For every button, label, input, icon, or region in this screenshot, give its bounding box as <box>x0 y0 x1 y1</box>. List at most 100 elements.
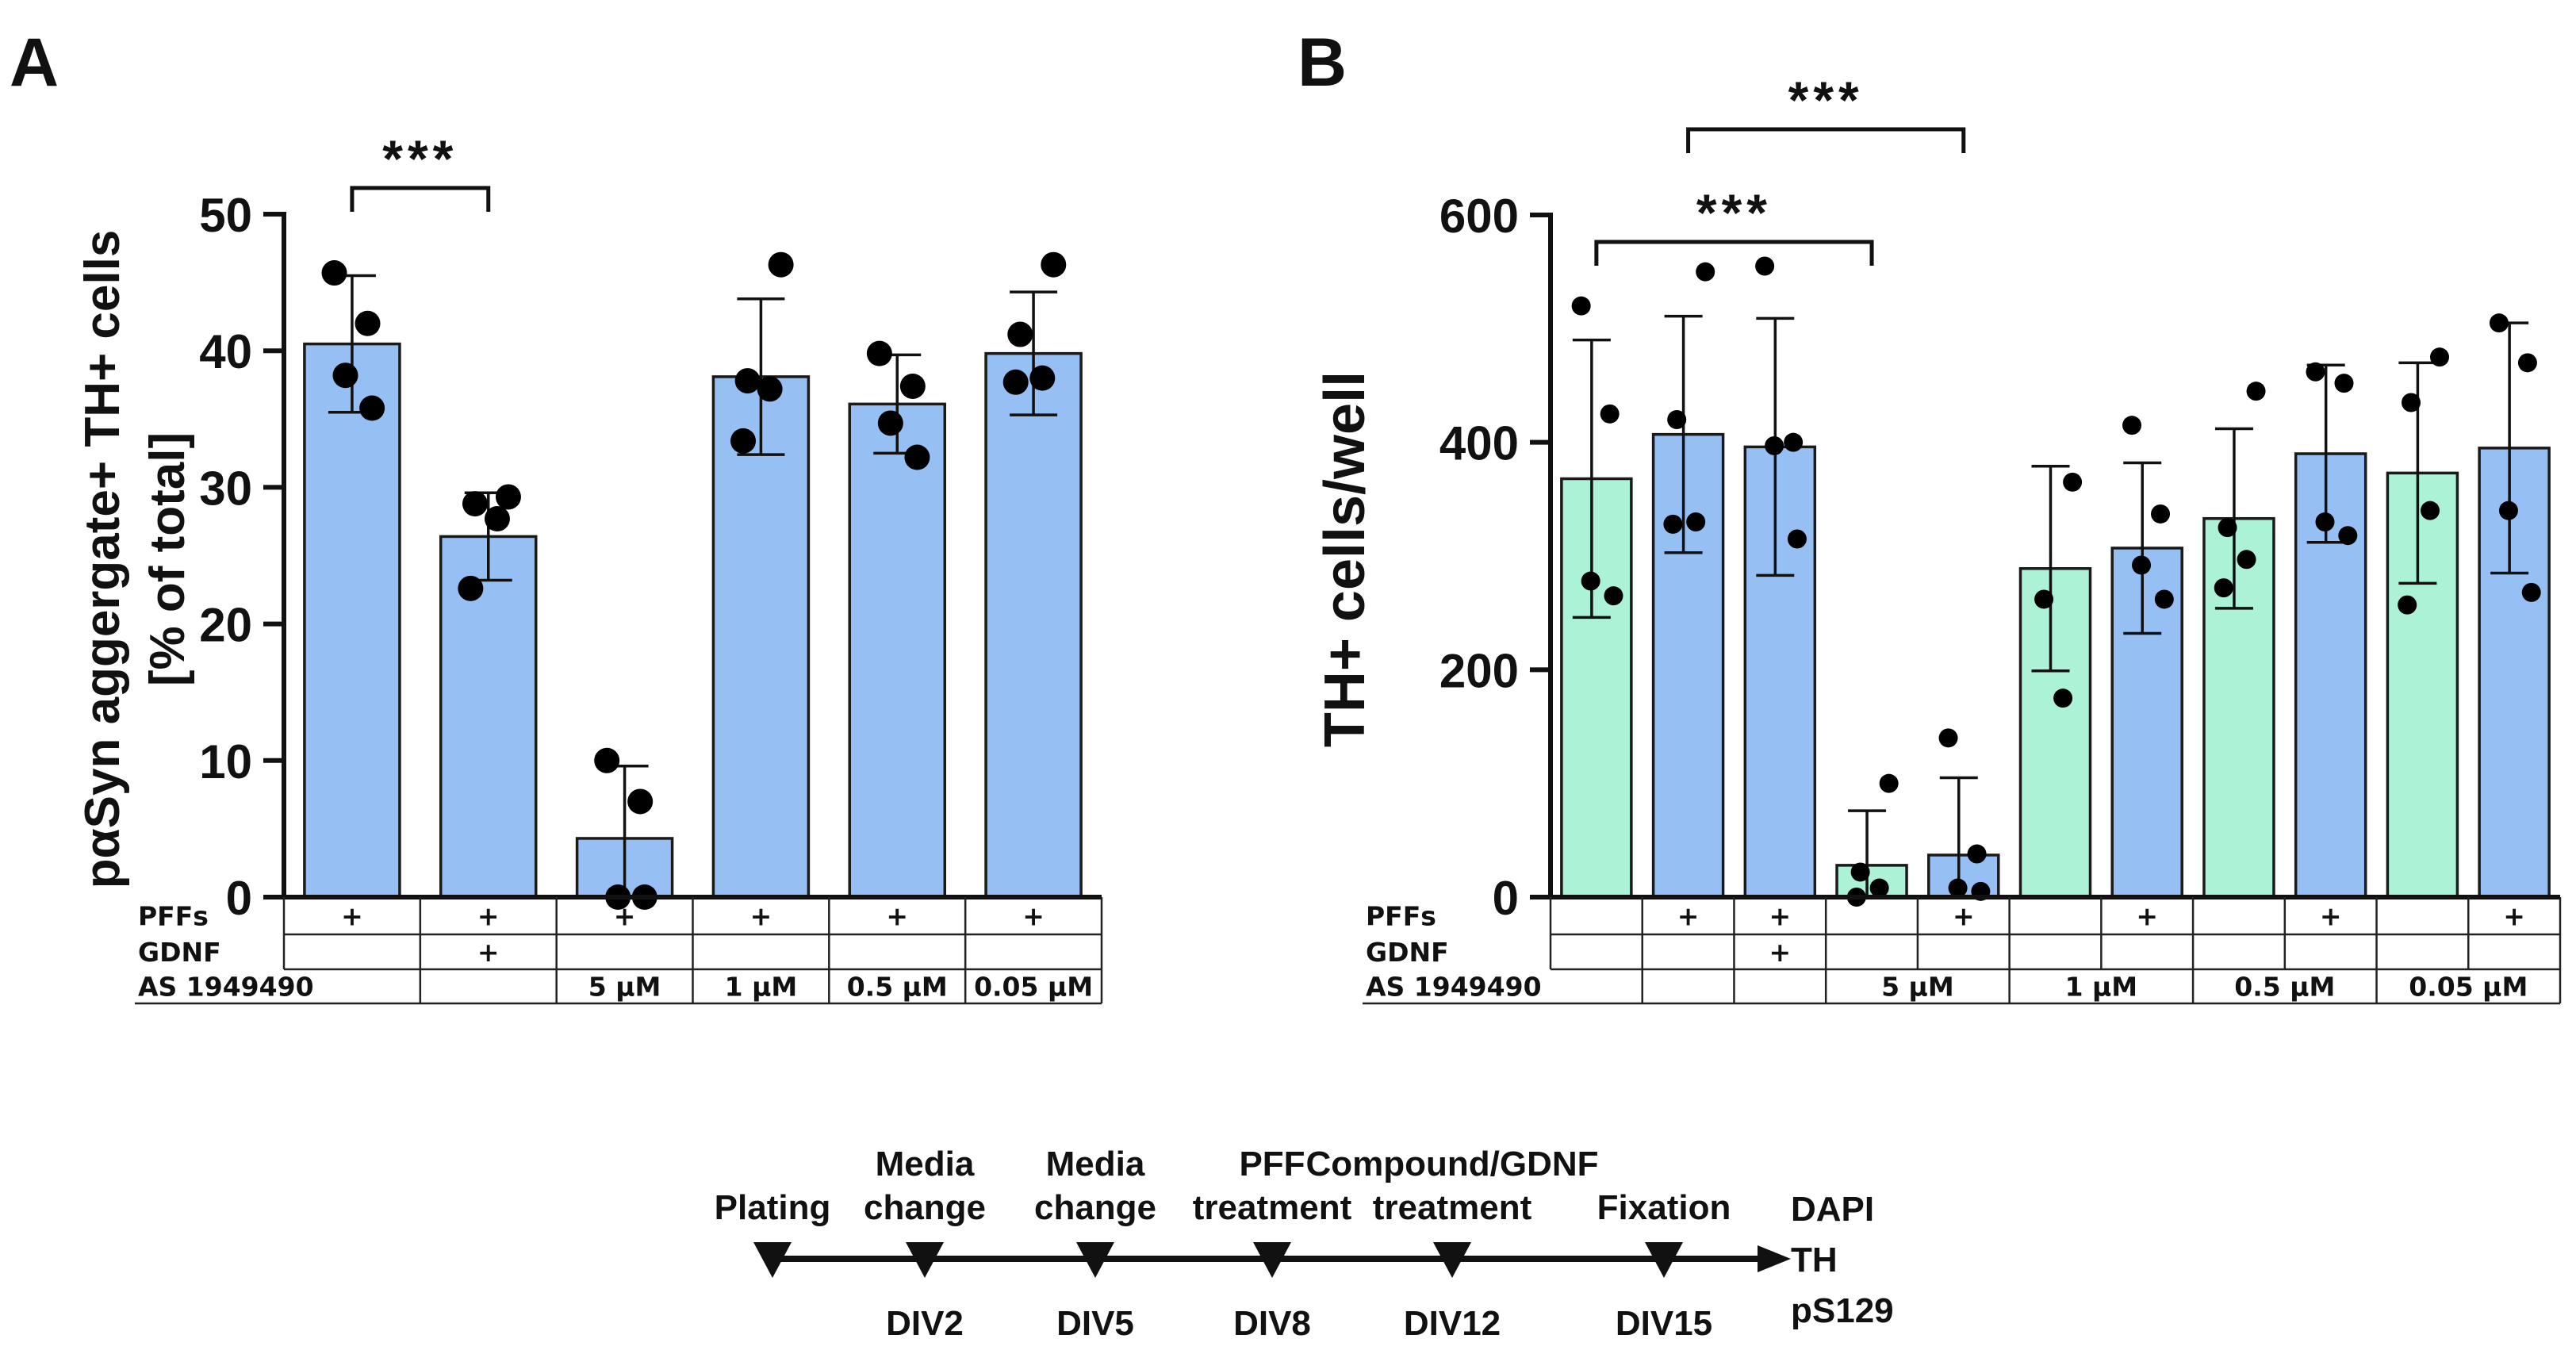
y-tick-label: 40 <box>199 325 252 378</box>
panel-label-b: B <box>1298 25 1347 101</box>
significance-bracket <box>350 186 491 212</box>
data-point <box>1765 435 1784 455</box>
data-point <box>2402 393 2421 412</box>
timeline-day-label: DIV12 <box>1404 1304 1501 1343</box>
data-point <box>1002 369 1029 395</box>
y-axis-label: TH+ cells/well <box>1313 371 1377 747</box>
timeline-event-label: Fixation <box>1597 1188 1731 1227</box>
data-point <box>462 491 488 517</box>
bar <box>984 351 1083 899</box>
bar <box>439 535 538 899</box>
data-point <box>2430 347 2450 367</box>
bar <box>2202 516 2275 899</box>
data-point <box>1667 410 1687 429</box>
data-point <box>2246 382 2266 401</box>
table-row-label-compound: AS 1949490 <box>138 972 314 1003</box>
table-cell-compound: 0.5 µM <box>847 972 948 1003</box>
data-point <box>321 260 347 286</box>
timeline-event-label: change <box>1034 1188 1156 1227</box>
table-cell-pffs: + <box>2136 901 2158 932</box>
timeline-event-label: change <box>864 1188 986 1227</box>
timeline-marker <box>1433 1242 1471 1278</box>
chart-a: 0 10 20 30 40 50 *** PFFs GDNF AS 1949490 + + + + + + +5… <box>75 129 1103 1005</box>
data-point <box>757 376 783 402</box>
table-cell-pffs: + <box>614 901 636 932</box>
data-point <box>734 368 761 394</box>
y-axis-label-line2: [% of total] <box>140 432 195 686</box>
data-point <box>2398 595 2417 615</box>
table-row-label-compound: AS 1949490 <box>1366 972 1542 1003</box>
table-cell-compound: 5 µM <box>588 972 661 1003</box>
table-cell-pffs: + <box>1769 901 1791 932</box>
y-tick-label: 20 <box>199 599 252 652</box>
table-row-label-pffs: PFFs <box>1366 901 1436 932</box>
timeline-arrowhead <box>1758 1245 1791 1272</box>
data-point <box>495 484 521 510</box>
significance-label: *** <box>1788 71 1864 129</box>
timeline-event-label: treatment <box>1193 1188 1352 1227</box>
table-row-label-gdnf: GDNF <box>1366 937 1449 968</box>
data-point <box>2521 582 2541 602</box>
panel-label-a: A <box>10 25 59 101</box>
data-point <box>355 310 381 336</box>
stain-label: TH <box>1791 1241 1838 1279</box>
data-point <box>2421 501 2440 520</box>
data-point <box>768 251 794 278</box>
data-point <box>594 747 620 773</box>
table-cell-compound: 1 µM <box>2065 972 2138 1003</box>
timeline-marker <box>1076 1242 1114 1278</box>
data-point <box>2237 550 2256 570</box>
data-point <box>2218 518 2237 538</box>
table-cell-gdnf: + <box>1769 937 1791 968</box>
data-point <box>2034 589 2054 609</box>
data-point <box>866 340 892 366</box>
data-point <box>2063 472 2083 492</box>
data-point <box>899 373 926 399</box>
significance-bracket <box>1594 240 1874 266</box>
data-point <box>1948 878 1968 898</box>
timeline-event-label: Media <box>1046 1145 1145 1183</box>
data-point <box>2334 374 2354 393</box>
y-tick-label: 10 <box>199 735 252 788</box>
timeline-day-label: DIV8 <box>1233 1304 1311 1343</box>
data-point <box>2053 689 2073 708</box>
data-point <box>2154 589 2174 609</box>
table-cell-pffs: + <box>886 901 908 932</box>
data-point <box>904 444 930 470</box>
data-point <box>484 506 510 532</box>
timeline-marker <box>1645 1242 1683 1278</box>
data-point <box>1604 586 1623 606</box>
data-point <box>2132 555 2152 575</box>
y-axis-label-line1: pαSyn aggergate+ TH+ cells <box>75 230 130 889</box>
y-tick-label: 200 <box>1439 644 1519 697</box>
y-tick-label: 0 <box>1493 872 1519 925</box>
chart-b: 0 200 400 600 *** *** PFFs GDNF AS 1949490 + + + + + +… <box>1313 71 2562 1005</box>
timeline-day-label: DIV2 <box>886 1304 964 1343</box>
data-point <box>332 362 358 389</box>
data-point <box>1787 529 1807 549</box>
timeline-event-label: Compound/GDNF <box>1305 1145 1598 1183</box>
table-cell-compound: 0.05 µM <box>974 972 1093 1003</box>
table-row-label-gdnf: GDNF <box>138 937 221 968</box>
timeline-marker <box>753 1242 792 1278</box>
data-point <box>2338 526 2358 546</box>
data-point <box>730 428 757 454</box>
table-cell-pffs: + <box>1953 901 1975 932</box>
y-tick-label: 0 <box>226 872 252 925</box>
data-point <box>359 395 385 421</box>
table-cell-pffs: + <box>1677 901 1700 932</box>
data-point <box>2489 313 2509 333</box>
data-point <box>1029 365 1056 391</box>
table-cell-compound: 0.5 µM <box>2234 972 2335 1003</box>
timeline-event-label: treatment <box>1373 1188 1532 1227</box>
timeline-event-label: Plating <box>715 1188 831 1227</box>
data-point <box>877 410 903 436</box>
timeline: Plating Media change DIV2 Media change DIV5 PFF… <box>715 1145 1894 1343</box>
data-point <box>1686 512 1706 531</box>
bar <box>2386 471 2459 899</box>
table-row-label-pffs: PFFs <box>138 901 209 932</box>
data-point <box>1663 514 1683 534</box>
stain-label: pS129 <box>1791 1291 1894 1330</box>
timeline-event-label: Media <box>876 1145 975 1183</box>
data-point <box>458 575 484 601</box>
